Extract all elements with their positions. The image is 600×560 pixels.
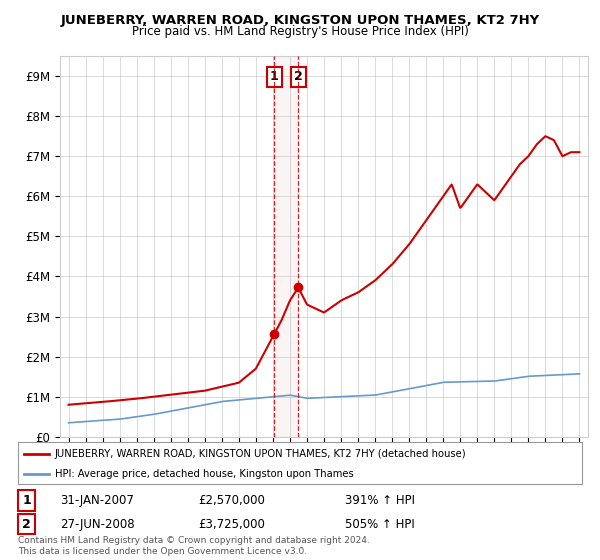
Text: 31-JAN-2007: 31-JAN-2007 (60, 494, 134, 507)
Text: 391% ↑ HPI: 391% ↑ HPI (345, 494, 415, 507)
Bar (274, 56, 298, 437)
Text: Price paid vs. HM Land Registry's House Price Index (HPI): Price paid vs. HM Land Registry's House … (131, 25, 469, 38)
Text: This data is licensed under the Open Government Licence v3.0.: This data is licensed under the Open Gov… (18, 547, 307, 556)
Text: 505% ↑ HPI: 505% ↑ HPI (345, 517, 415, 531)
Text: 1: 1 (22, 494, 31, 507)
Text: Contains HM Land Registry data © Crown copyright and database right 2024.: Contains HM Land Registry data © Crown c… (18, 536, 370, 545)
Text: JUNEBERRY, WARREN ROAD, KINGSTON UPON THAMES, KT2 7HY: JUNEBERRY, WARREN ROAD, KINGSTON UPON TH… (61, 14, 539, 27)
Text: 2: 2 (294, 71, 302, 83)
Text: HPI: Average price, detached house, Kingston upon Thames: HPI: Average price, detached house, King… (55, 469, 353, 479)
Text: JUNEBERRY, WARREN ROAD, KINGSTON UPON THAMES, KT2 7HY (detached house): JUNEBERRY, WARREN ROAD, KINGSTON UPON TH… (55, 449, 466, 459)
Text: £3,725,000: £3,725,000 (199, 517, 265, 531)
Text: 1: 1 (270, 71, 278, 83)
Text: 27-JUN-2008: 27-JUN-2008 (60, 517, 135, 531)
Text: 2: 2 (22, 517, 31, 531)
Text: £2,570,000: £2,570,000 (199, 494, 265, 507)
